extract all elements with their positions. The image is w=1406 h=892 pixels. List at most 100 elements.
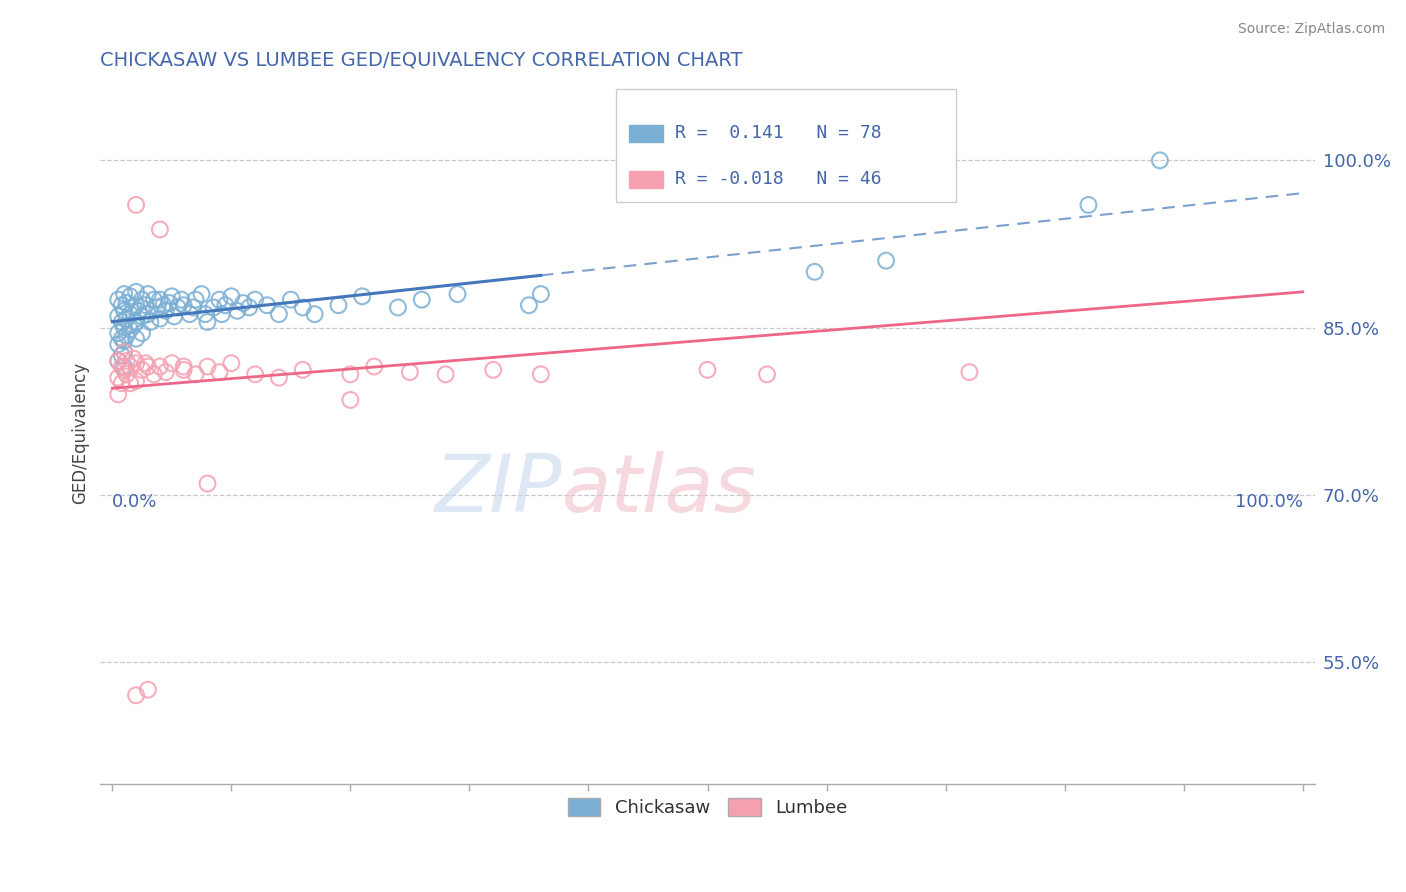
Point [125,356,148,370]
Point [166,301,188,315]
Point [530,287,553,301]
Text: CHICKASAW VS LUMBEE GED/EQUIVALENCY CORRELATION CHART: CHICKASAW VS LUMBEE GED/EQUIVALENCY CORR… [100,51,742,70]
Point [112,345,135,359]
Point [111,315,134,329]
Point [160,356,183,370]
Point [957,365,980,379]
Point [181,301,204,315]
Point [125,198,148,212]
Point [136,359,159,374]
Point [202,301,225,315]
Point [792,153,814,168]
Legend: Chickasaw, Lumbee: Chickasaw, Lumbee [561,790,855,824]
Point [291,301,314,315]
Point [136,682,159,697]
Point [446,287,468,301]
Point [160,289,183,303]
Point [107,354,129,368]
Point [107,354,129,368]
Point [112,345,135,359]
Point [238,301,260,315]
Point [120,307,142,321]
Point [482,363,505,377]
Text: ZIP: ZIP [434,450,562,529]
FancyBboxPatch shape [628,125,662,142]
Point [221,356,243,370]
Point [339,368,361,382]
Point [243,293,266,307]
Point [139,315,162,329]
Point [256,298,278,312]
Point [363,359,385,374]
Point [112,320,135,334]
Point [136,287,159,301]
FancyBboxPatch shape [616,89,956,202]
Point [304,307,326,321]
Point [411,293,433,307]
Point [1149,153,1171,168]
Point [127,303,149,318]
Point [122,301,145,315]
Point [221,289,243,303]
Point [173,298,195,312]
Point [179,307,201,321]
Text: R = -0.018   N = 46: R = -0.018 N = 46 [675,169,882,187]
Point [267,307,290,321]
Point [243,368,266,382]
Point [125,332,148,346]
Point [194,307,217,321]
Point [107,293,129,307]
Point [696,363,718,377]
Point [120,323,142,337]
Point [131,310,153,324]
Point [112,303,135,318]
Point [173,359,195,374]
Point [125,298,148,312]
Point [875,253,897,268]
Point [280,293,302,307]
Point [339,392,361,407]
Point [328,298,350,312]
Text: Source: ZipAtlas.com: Source: ZipAtlas.com [1237,22,1385,37]
Point [115,296,138,310]
Point [142,293,165,307]
Point [184,368,207,382]
Point [155,365,177,379]
Point [149,359,172,374]
Point [530,368,553,382]
Point [184,293,207,307]
Point [291,363,314,377]
Point [111,348,134,362]
Point [352,289,374,303]
Point [112,359,135,374]
Point [173,363,195,377]
FancyBboxPatch shape [628,171,662,187]
Point [107,310,129,324]
Point [387,301,409,315]
Point [149,222,172,236]
Point [135,356,157,370]
Point [208,293,231,307]
Point [122,318,145,333]
Point [214,298,236,312]
Point [135,298,157,312]
Text: 100.0%: 100.0% [1234,493,1303,511]
Point [197,476,219,491]
Point [120,359,142,374]
Point [149,311,172,326]
Point [120,376,142,391]
Point [163,310,186,324]
Point [146,301,169,315]
Point [107,387,129,401]
Point [115,328,138,343]
Point [211,307,233,321]
Point [157,296,180,310]
Point [112,363,135,377]
Point [190,287,212,301]
Point [136,307,159,321]
Point [111,332,134,346]
Point [232,296,254,310]
Point [111,376,134,391]
Point [226,303,249,318]
Y-axis label: GED/Equivalency: GED/Equivalency [72,362,89,505]
